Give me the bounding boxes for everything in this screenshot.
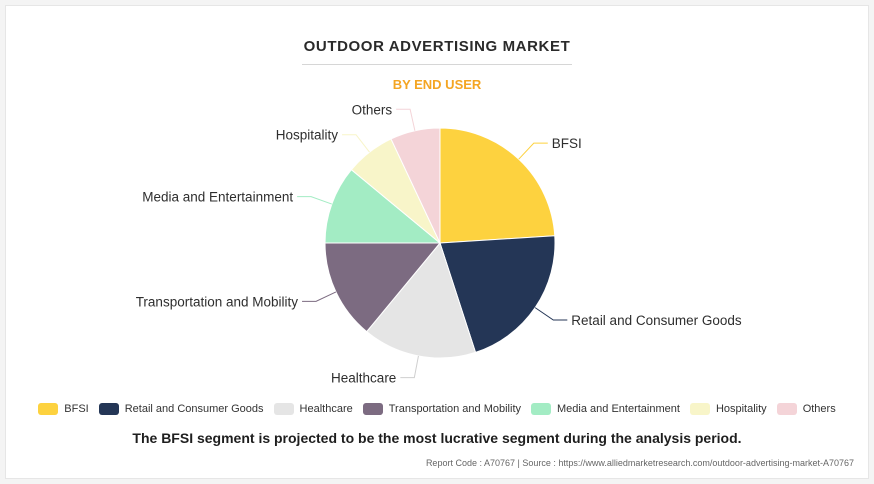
report-source-footer: Report Code : A70767 | Source : https://… [425,458,854,468]
legend-label-hospitality: Hospitality [715,403,767,415]
leader-line-healthcare [400,355,419,379]
legend-label-media-and-entertainment: Media and Entertainment [557,403,680,415]
legend-item-transportation-and-mobility: Transportation and Mobility [362,403,522,415]
pie-slice-media-and-entertainment [324,168,442,244]
slice-label-hospitality: Hospitality [276,128,339,143]
legend-item-media-and-entertainment: Media and Entertainment [531,403,680,415]
legend-label-bfsi: BFSI [64,403,89,415]
legend-label-others: Others [802,403,836,415]
slice-label-media-and-entertainment: Media and Entertainment [142,190,293,205]
legend-swatch-hospitality [689,403,710,415]
leader-line-others [396,108,416,131]
leader-line-bfsi [518,142,548,160]
legend-swatch-others [776,403,797,415]
leader-line-hospitality [342,134,370,153]
pie-chart: BFSI Retail and Consumer Goods Healthcare T… [136,102,742,386]
legend-swatch-transportation-and-mobility [362,403,383,415]
title-divider [302,64,572,65]
legend-label-retail-and-consumer-goods: Retail and Consumer Goods [124,403,264,415]
legend-label-transportation-and-mobility: Transportation and Mobility [388,403,522,415]
pie-slice-healthcare [365,241,477,359]
chart-subtitle: BY END USER [392,77,482,92]
legend-label-healthcare: Healthcare [299,403,353,415]
legend-swatch-healthcare [273,403,294,415]
legend-item-retail-and-consumer-goods: Retail and Consumer Goods [98,403,264,415]
slice-label-healthcare: Healthcare [331,371,396,386]
legend-swatch-bfsi [38,403,59,415]
chart-legend: BFSI Retail and Consumer Goods Healthcare T… [0,403,874,415]
pie-slice-retail-and-consumer-goods [439,235,556,354]
legend-swatch-retail-and-consumer-goods [98,403,119,415]
slice-label-retail-and-consumer-goods: Retail and Consumer Goods [571,313,742,328]
leader-line-media-and-entertainment [297,196,332,205]
slice-label-transportation-and-mobility: Transportation and Mobility [136,294,299,309]
legend-swatch-media-and-entertainment [531,403,552,415]
legend-item-healthcare: Healthcare [273,403,353,415]
slice-label-others: Others [352,102,393,117]
leader-line-retail-and-consumer-goods [534,307,568,321]
slice-label-bfsi: BFSI [552,136,582,151]
legend-item-hospitality: Hospitality [689,403,767,415]
key-takeaway: The BFSI segment is projected to be the … [132,430,742,446]
leader-line-transportation-and-mobility [302,291,337,302]
pie-slice-bfsi [439,127,556,244]
legend-item-others: Others [776,403,836,415]
legend-item-bfsi: BFSI [38,403,89,415]
chart-title: OUTDOOR ADVERTISING MARKET [303,38,571,55]
